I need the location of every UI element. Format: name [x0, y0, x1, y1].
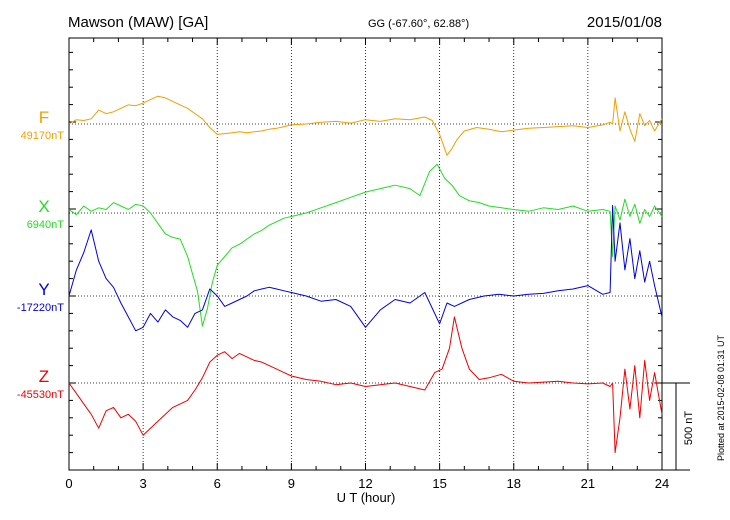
station-title: Mawson (MAW) [GA] — [68, 14, 208, 31]
axis-ticks: 0 3 6 9 12 15 18 21 24 — [65, 38, 669, 491]
x-tick-label-0: 0 — [65, 476, 72, 491]
x-tick-label-21: 21 — [581, 476, 595, 491]
series-f-line — [68, 95, 663, 156]
series-z-line — [68, 316, 663, 454]
component-labels: F 49170nT X 6940nT Y -17220nT Z -45530nT — [17, 108, 64, 401]
scale-bar: 500 nT — [662, 382, 695, 471]
plotted-at-note: Plotted at 2015-02-08 01:31 UT — [716, 334, 726, 461]
series-x-line — [68, 163, 663, 327]
x-tick-label-15: 15 — [432, 476, 446, 491]
plot-date: 2015/01/08 — [587, 14, 662, 31]
scale-bar-label: 500 nT — [683, 411, 695, 446]
x-tick-label-12: 12 — [358, 476, 372, 491]
series-layer — [68, 95, 663, 454]
x-tick-label-24: 24 — [655, 476, 669, 491]
x-tick-label-9: 9 — [288, 476, 295, 491]
series-label-z: Z — [39, 367, 49, 386]
station-coords: GG (-67.60°, 62.88°) — [368, 18, 469, 30]
series-label-x: X — [38, 197, 49, 216]
grid-lines — [69, 38, 662, 470]
series-baseline-f: 49170nT — [21, 130, 65, 142]
series-baseline-y: -17220nT — [17, 302, 64, 314]
series-y-line — [68, 205, 663, 332]
x-tick-label-6: 6 — [214, 476, 221, 491]
x-tick-label-3: 3 — [140, 476, 147, 491]
series-baseline-x: 6940nT — [27, 219, 65, 231]
x-axis-title: U T (hour) — [337, 490, 396, 505]
series-label-f: F — [39, 108, 49, 127]
series-baseline-z: -45530nT — [17, 389, 64, 401]
x-tick-label-18: 18 — [507, 476, 521, 491]
series-label-y: Y — [38, 280, 49, 299]
